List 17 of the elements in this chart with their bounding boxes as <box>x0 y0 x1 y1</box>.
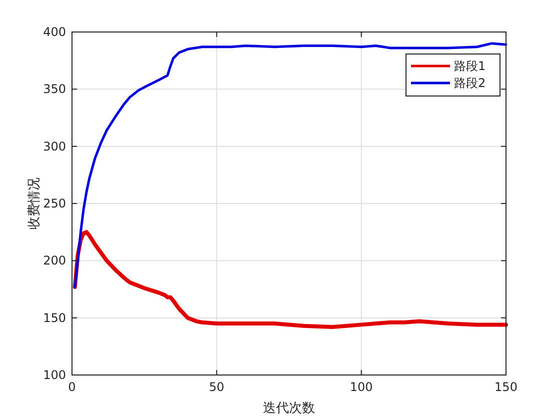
x-tick-label: 0 <box>68 380 76 394</box>
x-tick-label: 150 <box>494 380 518 394</box>
legend-label: 路段2 <box>454 76 486 90</box>
line-series <box>74 42 508 288</box>
x-tick-label: 50 <box>209 380 224 394</box>
x-tick-label: 100 <box>350 380 373 394</box>
y-axis-title: 收费情况 <box>27 178 42 230</box>
line-series <box>72 230 508 329</box>
y-tick-label: 200 <box>43 254 66 268</box>
y-tick-label: 100 <box>43 368 66 382</box>
legend-label: 路段1 <box>454 59 486 73</box>
y-tick-label: 400 <box>43 25 66 39</box>
y-tick-label: 150 <box>43 310 66 325</box>
y-tick-label: 350 <box>43 82 66 96</box>
y-tick-label: 300 <box>43 139 66 154</box>
y-tick-label: 250 <box>43 196 66 210</box>
x-axis-title: 迭代次数 <box>263 401 315 416</box>
